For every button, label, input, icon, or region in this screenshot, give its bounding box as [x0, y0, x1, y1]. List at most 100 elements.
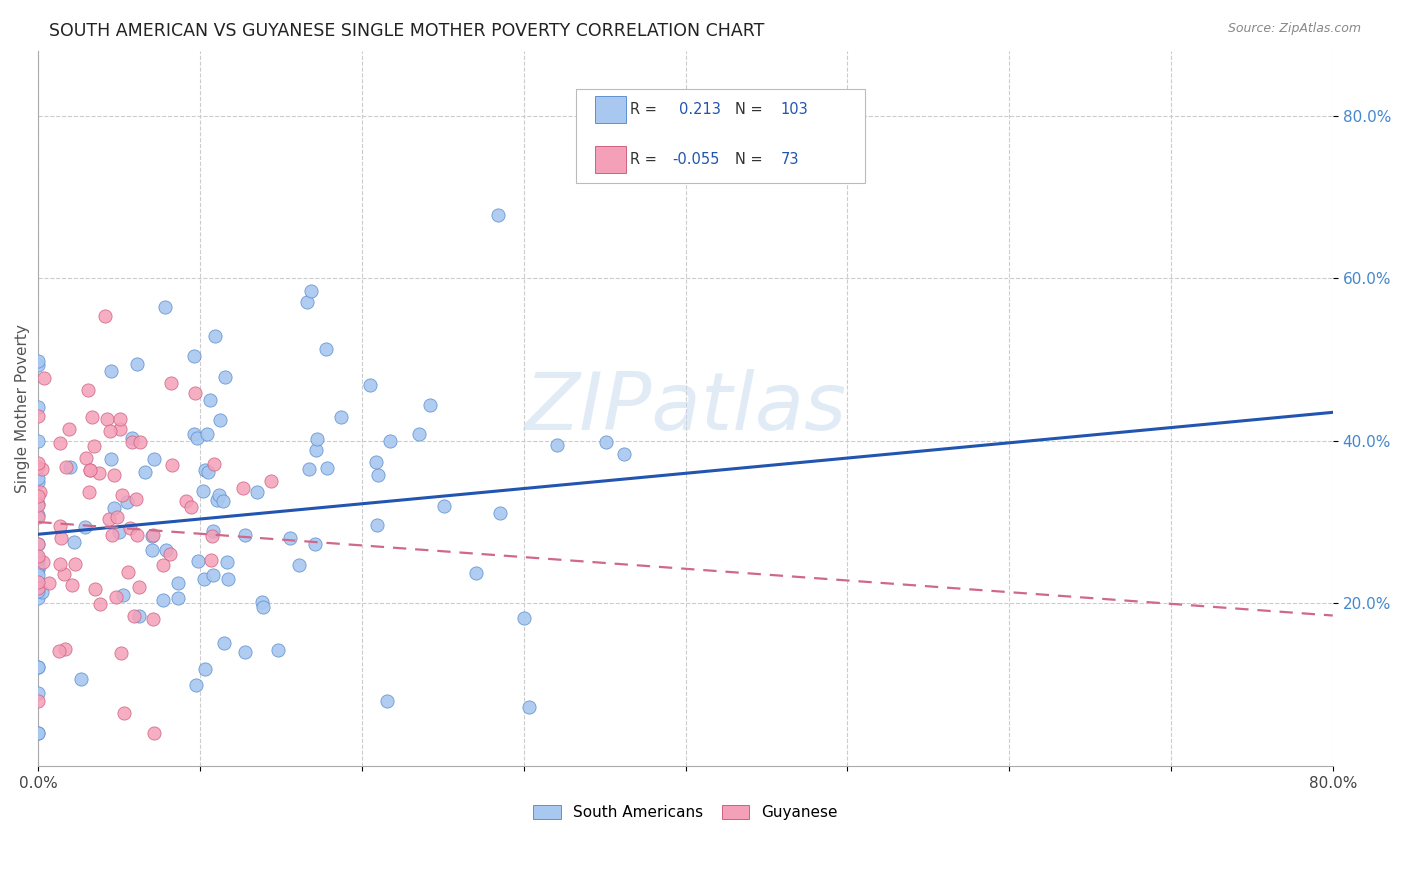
Point: [250, 595, 273, 609]
Point: [233, 645, 256, 659]
Point: [89, 466, 111, 480]
Point: [27, 459, 49, 474]
Point: [195, 426, 218, 441]
Point: [112, 588, 135, 602]
Point: [77, 484, 100, 499]
Point: [160, 458, 183, 472]
Point: [73, 520, 96, 534]
Point: [202, 524, 225, 538]
Text: N =: N =: [735, 152, 763, 167]
Point: [174, 493, 197, 508]
Point: [79, 463, 101, 477]
Point: [252, 600, 274, 615]
Point: [217, 555, 239, 569]
Point: [27, 694, 49, 708]
Point: [27, 508, 49, 523]
Point: [112, 706, 135, 720]
Point: [152, 592, 174, 607]
Point: [142, 452, 165, 467]
Point: [512, 611, 534, 625]
Point: [378, 434, 401, 448]
Point: [27, 354, 49, 368]
Point: [111, 488, 134, 502]
Point: [201, 567, 224, 582]
Point: [200, 553, 222, 567]
Point: [155, 301, 177, 315]
Point: [194, 662, 217, 676]
Point: [298, 462, 321, 476]
Point: [160, 376, 183, 390]
Point: [27, 562, 49, 576]
Point: [27, 562, 49, 576]
Point: [304, 443, 326, 458]
Point: [187, 554, 209, 568]
Point: [121, 435, 143, 450]
Point: [152, 558, 174, 572]
Point: [246, 485, 269, 500]
Point: [359, 377, 381, 392]
Point: [125, 492, 148, 507]
Point: [418, 398, 440, 412]
Point: [27, 575, 49, 590]
Point: [315, 461, 337, 475]
Point: [155, 542, 177, 557]
Point: [59, 459, 82, 474]
Point: [214, 636, 236, 650]
Point: [128, 608, 150, 623]
Text: 0.213: 0.213: [679, 103, 721, 117]
Point: [115, 494, 138, 508]
Point: [433, 500, 456, 514]
Point: [98, 424, 121, 438]
Point: [295, 295, 318, 310]
Point: [60, 577, 83, 591]
Point: [108, 422, 131, 436]
Point: [27, 551, 49, 566]
Point: [83, 439, 105, 453]
Point: [125, 358, 148, 372]
Point: [110, 646, 132, 660]
Point: [27, 553, 49, 567]
Point: [489, 506, 512, 520]
Point: [94, 309, 117, 323]
Point: [27, 591, 49, 605]
Point: [103, 468, 125, 483]
Text: R =: R =: [630, 152, 657, 167]
Point: [28, 485, 51, 500]
Point: [100, 364, 122, 378]
Point: [141, 543, 163, 558]
Point: [205, 492, 228, 507]
Point: [142, 612, 165, 626]
Point: [27, 660, 49, 674]
Point: [31, 555, 53, 569]
Point: [108, 525, 131, 540]
Point: [200, 392, 222, 407]
Point: [27, 400, 49, 414]
Point: [110, 412, 132, 426]
Point: [208, 488, 231, 502]
Point: [49, 532, 72, 546]
Point: [183, 349, 205, 363]
Point: [117, 566, 139, 580]
Point: [32, 371, 55, 385]
Text: -0.055: -0.055: [672, 152, 720, 167]
Point: [103, 501, 125, 516]
Point: [27, 498, 49, 512]
Point: [121, 431, 143, 445]
Point: [27, 726, 49, 740]
Point: [143, 726, 166, 740]
Point: [214, 369, 236, 384]
Point: [100, 451, 122, 466]
Point: [124, 608, 146, 623]
Point: [197, 466, 219, 480]
Point: [96, 411, 118, 425]
Point: [27, 581, 49, 595]
Point: [304, 537, 326, 551]
Point: [128, 581, 150, 595]
Point: [27, 537, 49, 551]
Point: [183, 386, 205, 401]
Point: [63, 557, 86, 571]
Point: [27, 358, 49, 372]
Point: [129, 434, 152, 449]
Point: [167, 576, 190, 591]
Point: [408, 427, 430, 442]
